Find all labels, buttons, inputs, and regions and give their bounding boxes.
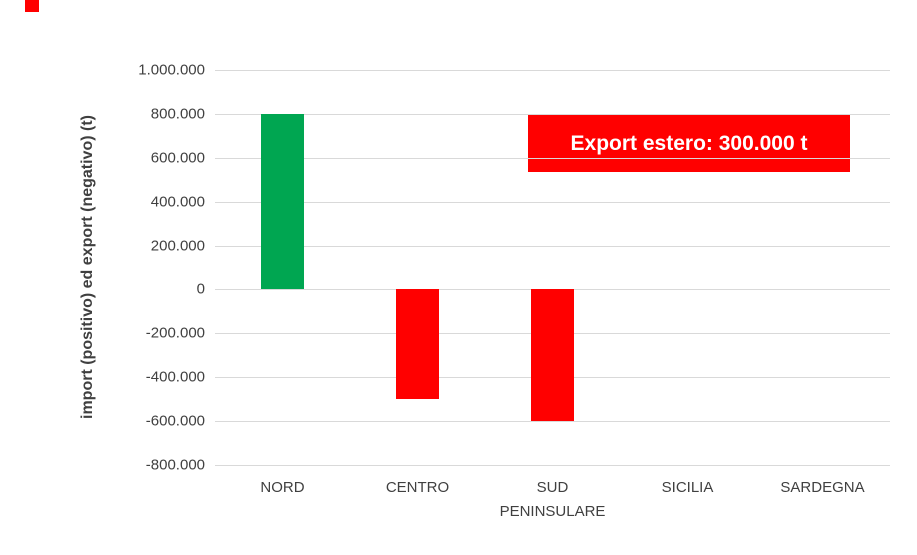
gridline	[215, 245, 890, 247]
plot-area: Export estero: 300.000 t	[215, 70, 890, 466]
y-tick-label: -600.000	[145, 412, 205, 430]
y-tick-label: 800.000	[150, 105, 205, 123]
y-axis-tick-labels: 1.000.000 800.000 600.000 400.000 200.000 0 -2…	[0, 62, 210, 474]
y-tick-label: -800.000	[145, 456, 205, 474]
y-tick-label: -400.000	[145, 368, 205, 386]
annotation-box: Export estero: 300.000 t	[528, 115, 850, 172]
gridline	[215, 421, 890, 423]
gridline	[215, 201, 890, 203]
y-tick-label: -200.000	[145, 324, 205, 342]
annotation-text: Export estero: 300.000 t	[570, 131, 808, 155]
gridline	[215, 157, 890, 159]
x-tick-label: SARDEGNA	[780, 479, 865, 496]
y-tick-label: 1.000.000	[138, 61, 205, 79]
bar-centro	[396, 289, 439, 400]
x-tick-label: SUD PENINSULARE	[499, 479, 606, 520]
gridline	[215, 465, 890, 466]
x-tick-label: CENTRO	[385, 479, 450, 496]
bar-sud-peninsulare	[531, 289, 574, 422]
red-marker	[25, 0, 39, 12]
x-axis-tick-labels: NORD CENTRO SUD PENINSULARE SICILIA SARDEGNA	[215, 476, 890, 524]
y-tick-label: 0	[196, 280, 205, 298]
y-tick-label: 400.000	[150, 193, 205, 211]
y-tick-label: 200.000	[150, 237, 205, 255]
y-tick-label: 600.000	[150, 149, 205, 167]
bar-nord	[261, 113, 304, 290]
x-tick-label: SICILIA	[661, 479, 714, 496]
gridline	[215, 113, 890, 115]
x-tick-label: NORD	[260, 479, 305, 496]
gridline	[215, 70, 890, 71]
